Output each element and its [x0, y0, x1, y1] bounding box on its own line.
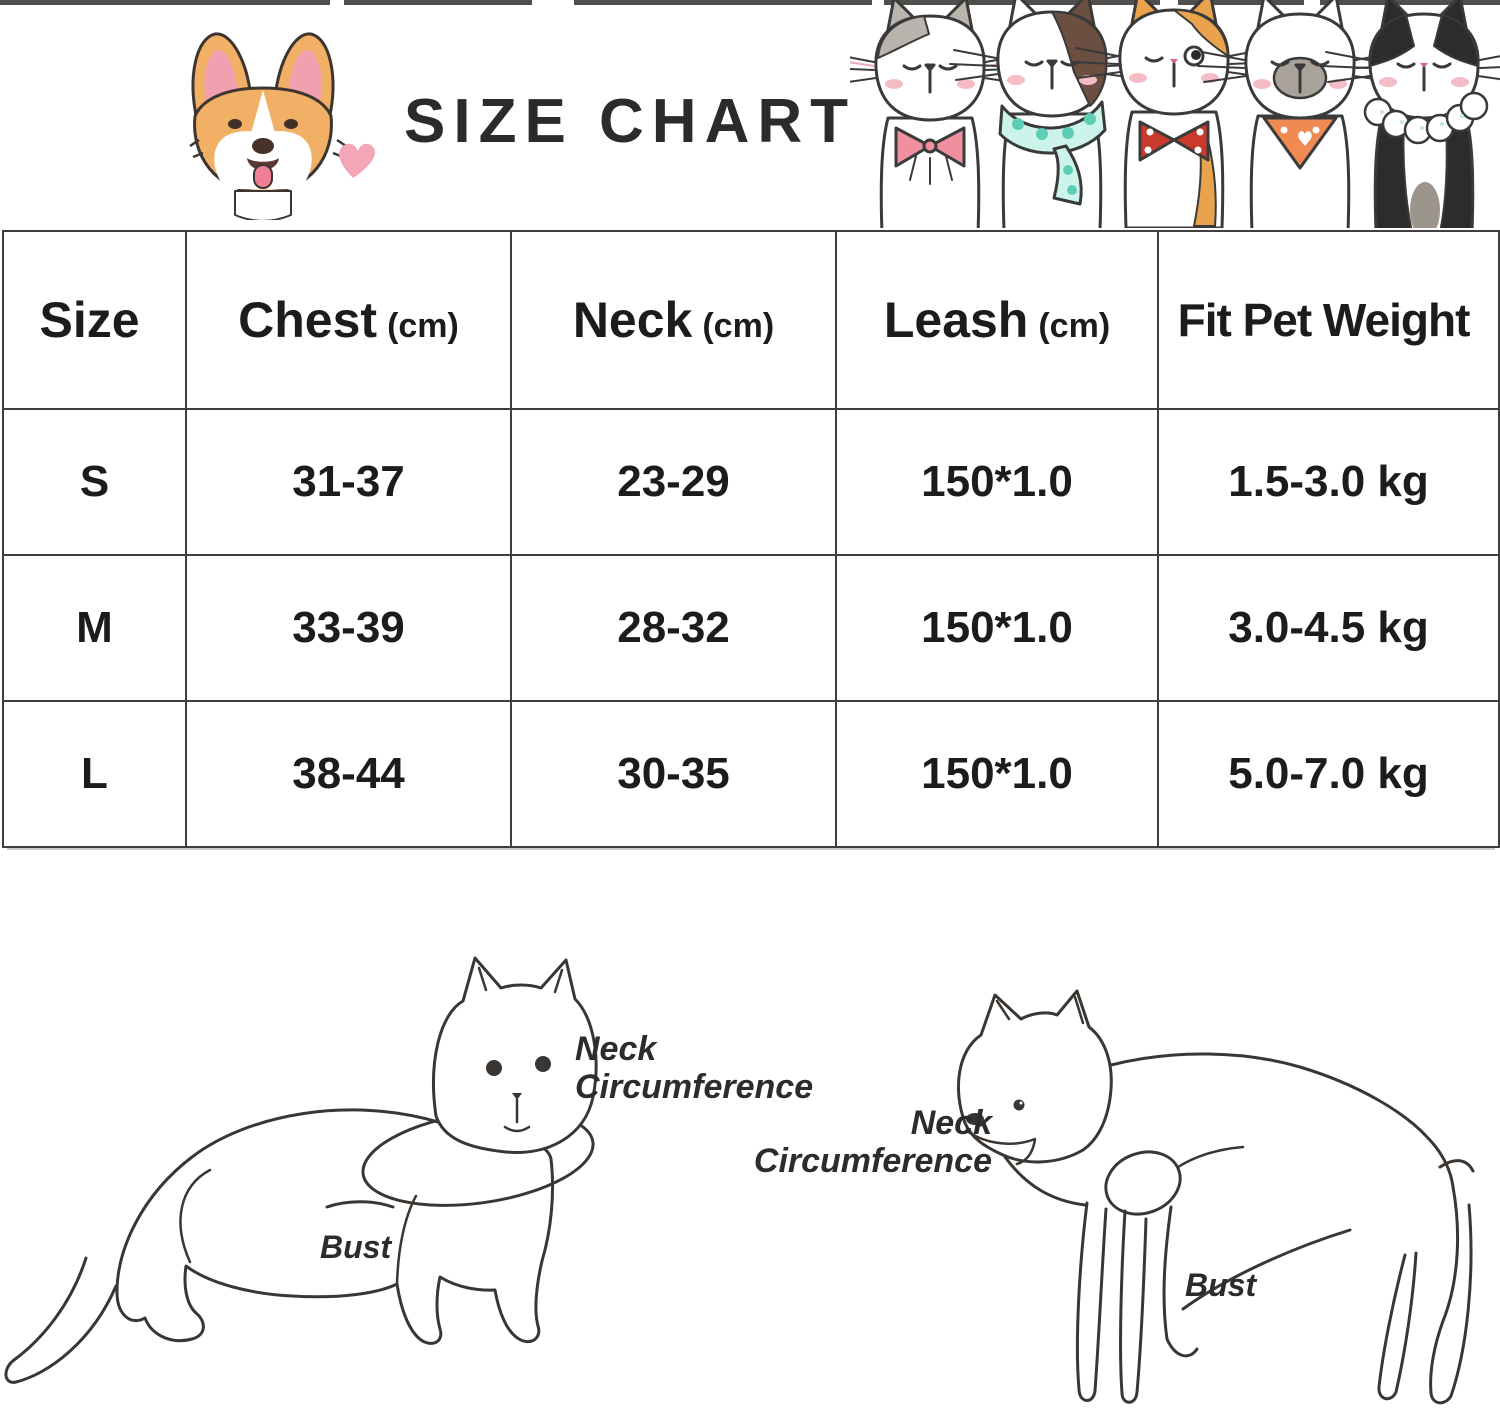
cat-left-eye: [486, 1060, 502, 1076]
dog-jowl-line: [965, 1129, 1037, 1166]
cell-l-weight: 5.0-7.0 kg: [1157, 700, 1500, 848]
top-edge-mark: [1178, 0, 1304, 5]
dog-front-leg-outer: [1075, 1201, 1108, 1402]
corgi-right-eye: [284, 119, 298, 129]
dog-nose: [966, 1113, 984, 1125]
dog-rear-leg-inner: [1377, 1251, 1418, 1401]
dog-shoulder-strap: [1176, 1145, 1245, 1169]
cat-illustration-black-white-ruffle: [1321, 0, 1500, 228]
corgi-blaze: [251, 90, 275, 138]
cell-l-neck: 30-35: [510, 700, 837, 848]
cell-s-neck: 23-29: [510, 408, 837, 556]
cell-m-size: M: [2, 554, 187, 702]
dog-head: [956, 989, 1113, 1164]
cell-l-chest: 38-44: [185, 700, 512, 848]
top-edge-mark: [0, 0, 330, 5]
dog-neck-circumference-label: Neck Circumference: [753, 1104, 992, 1181]
corgi-muzzle: [214, 131, 312, 190]
dog-rear-leg-outer: [1429, 1185, 1473, 1405]
ruffle-collar: [1363, 91, 1489, 145]
cats-illustration: [850, 0, 1500, 228]
top-edge-mark: [344, 0, 532, 5]
dog-tail: [1438, 1159, 1475, 1173]
cell-l-size: L: [2, 700, 187, 848]
cat-mouth: [503, 1098, 531, 1133]
cell-l-leash: 150*1.0: [835, 700, 1159, 848]
top-edge-mark: [574, 0, 872, 5]
size-table: Size Chest (cm) Neck (cm) Leash (cm) Fit Pe…: [2, 230, 1500, 848]
top-edge-mark: [1320, 0, 1500, 5]
pink-bow-tie: [894, 126, 932, 168]
cat-haunch-line: [179, 1168, 212, 1264]
column-header-fit-pet-weight: Fit Pet Weight: [1157, 230, 1500, 410]
column-header-leash: Leash (cm): [835, 230, 1159, 410]
cell-m-leash: 150*1.0: [835, 554, 1159, 702]
teal-scarf: [998, 100, 1107, 155]
corgi-tongue: [253, 164, 273, 189]
cat-neck-circumference-label: Neck Circumference: [575, 1030, 814, 1107]
corgi-left-eye: [228, 119, 242, 129]
column-header-chest: Chest (cm): [185, 230, 512, 410]
dog-belly: [1181, 1228, 1352, 1311]
cat-bust-label: Bust: [320, 1229, 392, 1265]
cell-m-weight: 3.0-4.5 kg: [1157, 554, 1500, 702]
dog-eye: [1013, 1099, 1025, 1111]
cat-illustration-white-orange-bandana: [1197, 0, 1403, 228]
cell-m-chest: 33-39: [185, 554, 512, 702]
corgi-cheek-fluff: [189, 138, 347, 159]
dog-neck-harness-ring: [1104, 1150, 1182, 1216]
cat-head: [432, 956, 598, 1155]
corgi-dog-icon: [189, 32, 375, 220]
dog-measurement-diagram: [956, 989, 1475, 1405]
cat-illustration-gray-pink-bow: [850, 0, 1033, 228]
dog-ear-lines: [995, 995, 1085, 1025]
cat-illustration-brown-teal-scarf: [949, 0, 1155, 228]
cat-measurement-diagram: [4, 956, 598, 1384]
column-header-size: Size: [2, 230, 187, 410]
corgi-nose: [252, 138, 274, 154]
dog-bust-label: Bust: [1185, 1267, 1257, 1303]
cat-bust-line: [325, 1200, 395, 1209]
page-title: SIZE CHART: [404, 87, 856, 156]
heart-icon: [339, 143, 375, 178]
column-header-neck: Neck (cm): [510, 230, 837, 410]
cell-s-weight: 1.5-3.0 kg: [1157, 408, 1500, 556]
cat-illustration-orange-red-bow: [1071, 0, 1277, 228]
cat-right-eye: [535, 1056, 551, 1072]
table-row-m: M 33-39 28-32 150*1.0 3.0-4.5 kg: [2, 554, 1500, 702]
table-row-s: S 31-37 23-29 150*1.0 1.5-3.0 kg: [2, 408, 1500, 556]
cell-s-leash: 150*1.0: [835, 408, 1159, 556]
cat-nose: [512, 1093, 522, 1100]
cat-ear-lines: [477, 966, 564, 994]
dog-harness-strap: [1162, 1205, 1199, 1358]
header-row: Size Chest (cm) Neck (cm) Leash (cm) Fit Pe…: [2, 230, 1500, 410]
cell-m-neck: 28-32: [510, 554, 837, 702]
cat-tail: [4, 1256, 118, 1384]
dog-front-leg-inner: [1119, 1209, 1148, 1404]
table-row-l: L 38-44 30-35 150*1.0 5.0-7.0 kg: [2, 700, 1500, 848]
dog-back: [1109, 1052, 1455, 1189]
cell-s-chest: 31-37: [185, 408, 512, 556]
dog-chest-line: [1003, 1155, 1087, 1207]
cell-s-size: S: [2, 408, 187, 556]
corgi-chest: [234, 190, 292, 220]
